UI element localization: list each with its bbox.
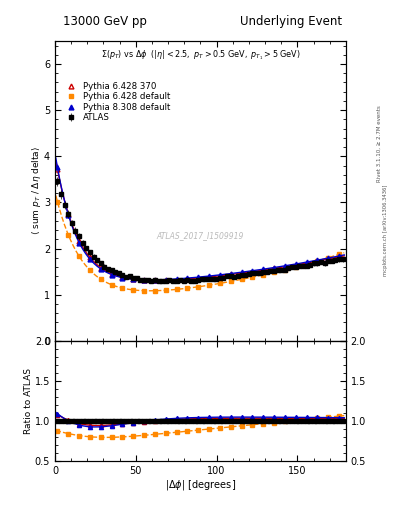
Pythia 6.428 370 xyxy=(272,265,276,271)
Line: Pythia 6.428 default: Pythia 6.428 default xyxy=(55,200,341,293)
Pythia 6.428 default xyxy=(55,199,60,205)
Pythia 8.308 default xyxy=(152,277,157,283)
Text: mcplots.cern.ch [arXiv:1306.3436]: mcplots.cern.ch [arXiv:1306.3436] xyxy=(383,185,387,276)
Pythia 6.428 default xyxy=(98,276,103,282)
Pythia 8.308 default xyxy=(239,269,244,275)
Pythia 6.428 default xyxy=(152,288,157,294)
Pythia 6.428 370 xyxy=(304,260,309,266)
Pythia 8.308 default xyxy=(120,274,125,281)
X-axis label: $|\Delta\phi|$ [degrees]: $|\Delta\phi|$ [degrees] xyxy=(165,478,236,493)
Pythia 8.308 default xyxy=(196,274,200,280)
Pythia 6.428 default xyxy=(261,272,266,278)
Pythia 6.428 370 xyxy=(77,238,81,244)
Y-axis label: $\langle$ sum $p_T$ / $\Delta\eta$ delta$\rangle$: $\langle$ sum $p_T$ / $\Delta\eta$ delta… xyxy=(29,146,42,236)
Text: Underlying Event: Underlying Event xyxy=(240,15,342,28)
Pythia 6.428 default xyxy=(163,287,168,293)
Pythia 6.428 default xyxy=(304,261,309,267)
Pythia 6.428 370 xyxy=(152,278,157,284)
Pythia 6.428 default xyxy=(293,264,298,270)
Text: $\Sigma(p_T)$ vs $\Delta\phi$  $(|\eta| < 2.5,\ p_T > 0.5$ GeV$,\ p_{T_1} > 5$ G: $\Sigma(p_T)$ vs $\Delta\phi$ $(|\eta| <… xyxy=(101,49,300,62)
Pythia 6.428 default xyxy=(88,267,92,273)
Pythia 6.428 370 xyxy=(337,254,342,260)
Pythia 6.428 370 xyxy=(174,276,179,283)
Text: Rivet 3.1.10, ≥ 2.7M events: Rivet 3.1.10, ≥ 2.7M events xyxy=(377,105,382,182)
Pythia 6.428 default xyxy=(131,287,136,293)
Pythia 8.308 default xyxy=(272,265,276,271)
Pythia 6.428 default xyxy=(217,281,222,287)
Pythia 6.428 370 xyxy=(250,269,255,275)
Pythia 6.428 default xyxy=(120,285,125,291)
Pythia 8.308 default xyxy=(304,259,309,265)
Pythia 6.428 default xyxy=(66,232,71,238)
Pythia 8.308 default xyxy=(142,277,147,283)
Pythia 6.428 370 xyxy=(315,258,320,264)
Pythia 6.428 370 xyxy=(163,277,168,283)
Pythia 6.428 370 xyxy=(239,270,244,276)
Pythia 8.308 default xyxy=(163,276,168,283)
Pythia 8.308 default xyxy=(315,257,320,263)
Pythia 6.428 370 xyxy=(109,271,114,277)
Pythia 6.428 370 xyxy=(66,210,71,217)
Pythia 6.428 default xyxy=(142,288,147,294)
Pythia 6.428 370 xyxy=(217,273,222,279)
Pythia 6.428 370 xyxy=(326,256,331,262)
Pythia 6.428 default xyxy=(272,269,276,275)
Pythia 6.428 370 xyxy=(207,274,211,280)
Pythia 6.428 370 xyxy=(98,265,103,271)
Pythia 6.428 default xyxy=(109,282,114,288)
Pythia 6.428 370 xyxy=(293,262,298,268)
Text: ATLAS_2017_I1509919: ATLAS_2017_I1509919 xyxy=(157,231,244,241)
Pythia 6.428 default xyxy=(283,267,287,273)
Pythia 6.428 default xyxy=(196,284,200,290)
Pythia 8.308 default xyxy=(250,268,255,274)
Pythia 6.428 370 xyxy=(120,274,125,281)
Pythia 8.308 default xyxy=(77,240,81,246)
Line: Pythia 8.308 default: Pythia 8.308 default xyxy=(55,165,342,282)
Pythia 6.428 370 xyxy=(261,267,266,273)
Pythia 6.428 default xyxy=(228,279,233,285)
Pythia 6.428 370 xyxy=(131,276,136,282)
Pythia 8.308 default xyxy=(283,263,287,269)
Pythia 8.308 default xyxy=(174,276,179,282)
Pythia 8.308 default xyxy=(131,276,136,282)
Pythia 8.308 default xyxy=(228,270,233,276)
Pythia 6.428 370 xyxy=(228,271,233,278)
Pythia 6.428 370 xyxy=(196,275,200,281)
Pythia 6.428 default xyxy=(337,251,342,258)
Pythia 8.308 default xyxy=(337,253,342,259)
Pythia 8.308 default xyxy=(109,271,114,278)
Pythia 6.428 default xyxy=(207,282,211,288)
Legend: Pythia 6.428 370, Pythia 6.428 default, Pythia 8.308 default, ATLAS: Pythia 6.428 370, Pythia 6.428 default, … xyxy=(62,81,171,123)
Pythia 6.428 default xyxy=(185,285,190,291)
Pythia 6.428 default xyxy=(315,258,320,264)
Pythia 8.308 default xyxy=(66,211,71,218)
Pythia 6.428 default xyxy=(174,286,179,292)
Pythia 8.308 default xyxy=(207,273,211,279)
Pythia 6.428 370 xyxy=(88,254,92,261)
Pythia 8.308 default xyxy=(217,272,222,278)
Pythia 6.428 default xyxy=(239,276,244,283)
Pythia 6.428 370 xyxy=(142,277,147,283)
Pythia 8.308 default xyxy=(98,266,103,272)
Text: 13000 GeV pp: 13000 GeV pp xyxy=(63,15,147,28)
Pythia 6.428 default xyxy=(326,254,331,261)
Pythia 8.308 default xyxy=(326,255,331,261)
Line: Pythia 6.428 370: Pythia 6.428 370 xyxy=(55,167,342,283)
Pythia 8.308 default xyxy=(185,275,190,281)
Pythia 6.428 default xyxy=(77,253,81,260)
Pythia 6.428 370 xyxy=(55,166,60,173)
Pythia 8.308 default xyxy=(261,266,266,272)
Pythia 6.428 370 xyxy=(185,276,190,282)
Pythia 8.308 default xyxy=(88,256,92,262)
Pythia 8.308 default xyxy=(55,164,60,170)
Pythia 6.428 370 xyxy=(283,264,287,270)
Y-axis label: Ratio to ATLAS: Ratio to ATLAS xyxy=(24,368,33,434)
Pythia 8.308 default xyxy=(293,261,298,267)
Pythia 6.428 default xyxy=(250,274,255,280)
